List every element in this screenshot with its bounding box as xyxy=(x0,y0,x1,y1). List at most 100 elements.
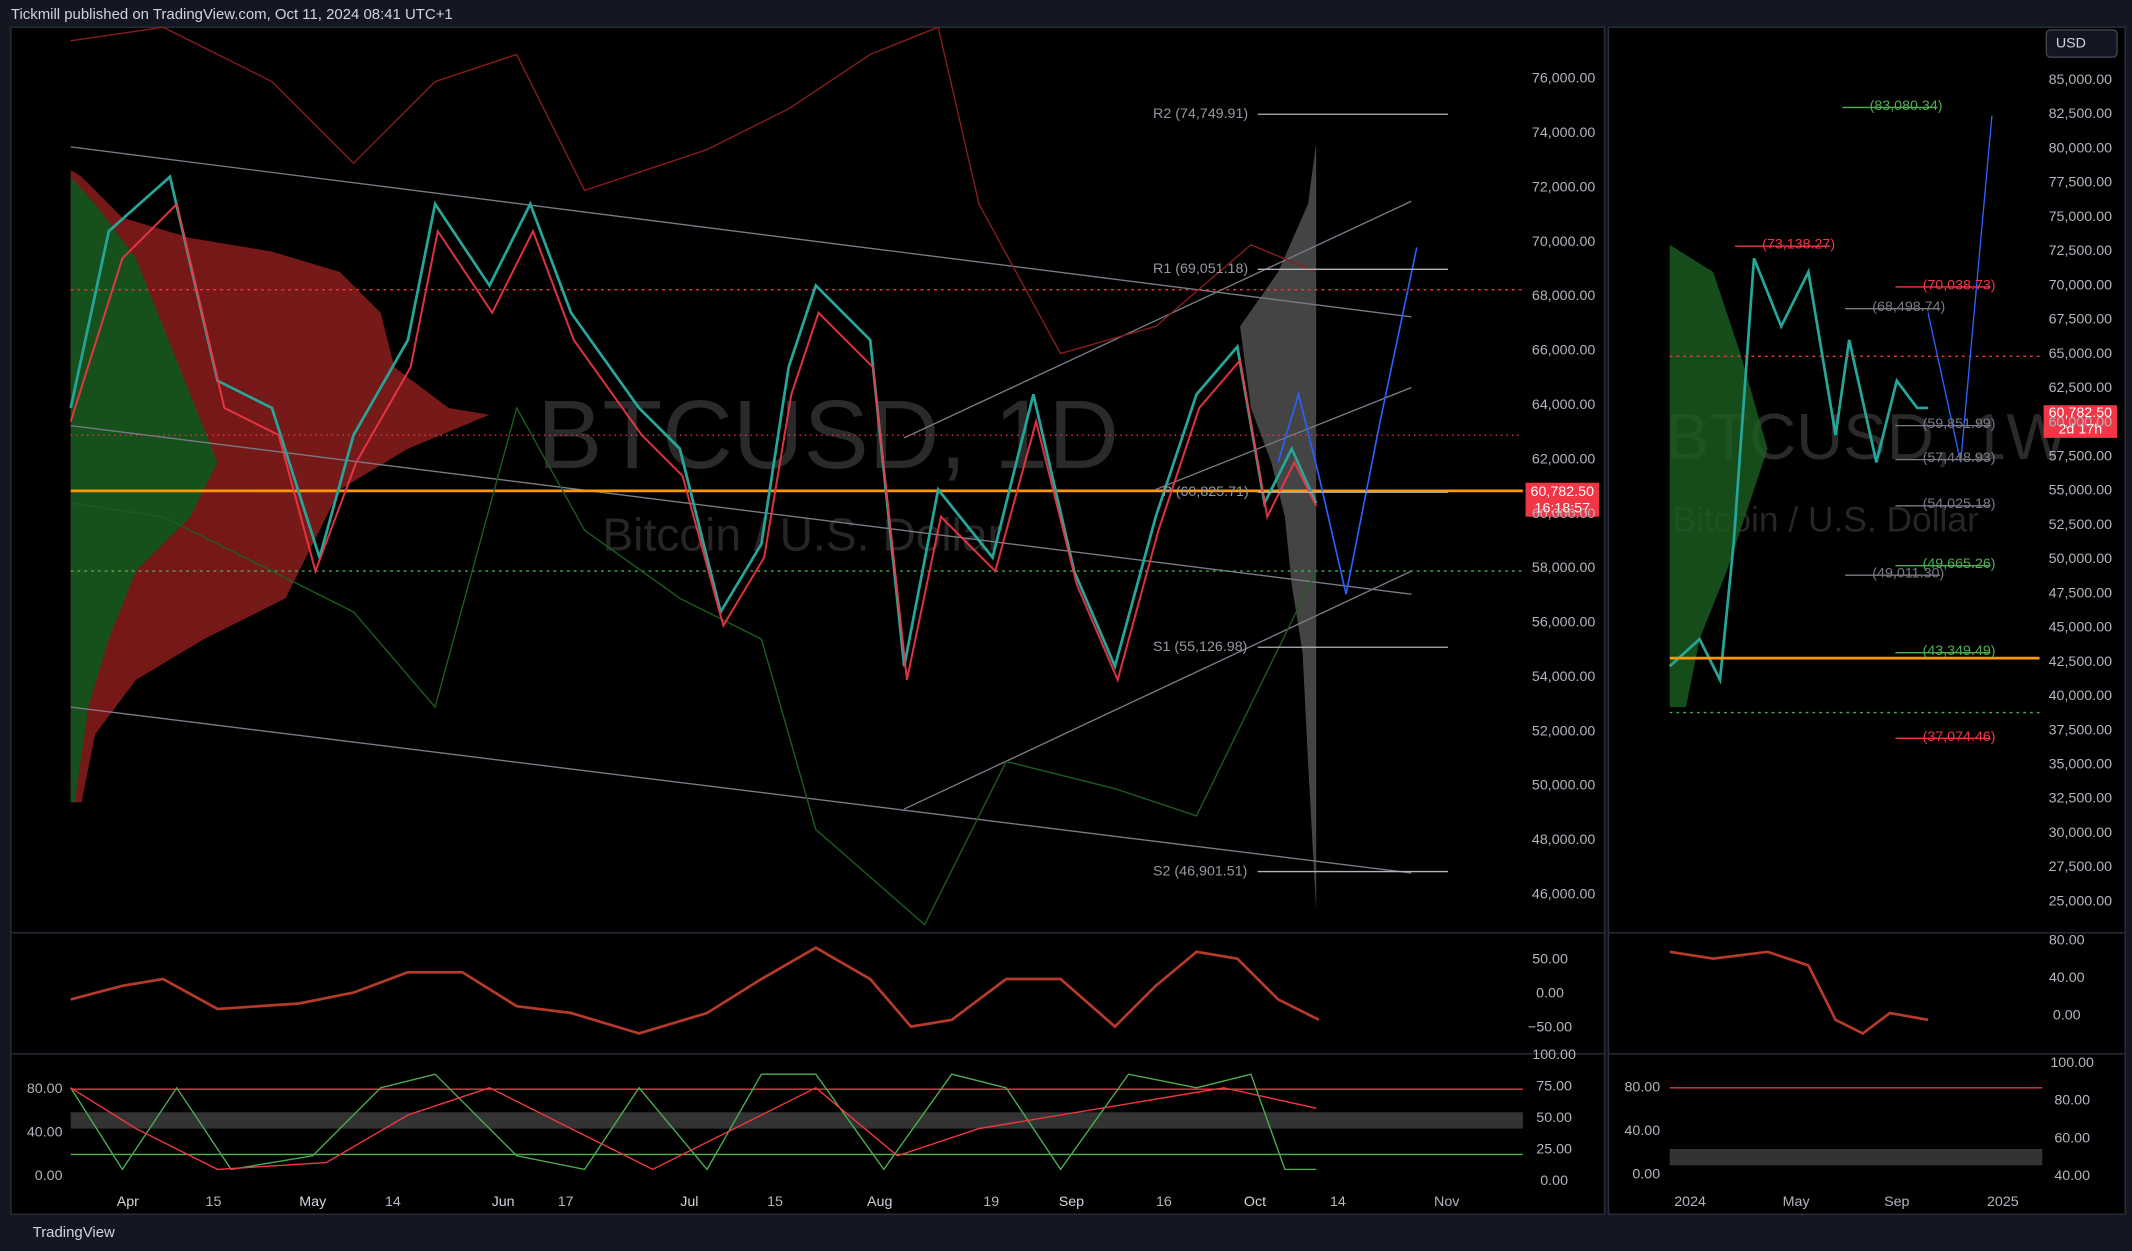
osc-axis-label: −50.00 xyxy=(1528,1020,1572,1036)
time-axis-label: Apr xyxy=(117,1194,139,1210)
side-price-axis-label: 30,000.00 xyxy=(2049,825,2113,841)
side-time-axis-label: 2025 xyxy=(1987,1194,2019,1210)
price-axis-label: 68,000.00 xyxy=(1532,288,1596,304)
price-axis-label: 62,000.00 xyxy=(1532,451,1596,467)
side-osc-axis-label: 100.00 xyxy=(2050,1055,2094,1071)
pivot-label: R1 (69,051.18) xyxy=(1153,261,1248,277)
footer-brand: TradingView xyxy=(33,1224,115,1241)
osc-axis-label: 80.00 xyxy=(27,1081,63,1097)
annotation-label: (83,080.34) xyxy=(1870,98,1943,114)
side-osc-axis-label: 80.00 xyxy=(1624,1080,1660,1096)
price-axis-label: 54,000.00 xyxy=(1532,669,1596,685)
side-price-axis-label: 52,500.00 xyxy=(2049,517,2113,533)
osc-axis-label: 0.00 xyxy=(1540,1173,1568,1189)
pivot-label: S1 (55,126.98) xyxy=(1153,639,1247,655)
annotation-label: (73,138.27) xyxy=(1762,237,1835,253)
time-axis-label: Jul xyxy=(680,1194,698,1210)
side-price-axis-label: 55,000.00 xyxy=(2049,483,2113,499)
annotation-label: (70,038.73) xyxy=(1923,277,1996,293)
side-price-axis-label: 62,500.00 xyxy=(2049,380,2113,396)
side-osc-axis-label: 40.00 xyxy=(1624,1123,1660,1139)
side-osc-axis-label: 80.00 xyxy=(2054,1093,2090,1109)
annotation-label: (57,448.93) xyxy=(1923,450,1996,466)
price-axis-label: 66,000.00 xyxy=(1532,343,1596,359)
side-osc-axis-label: 40.00 xyxy=(2054,1168,2090,1184)
pivot-label: S2 (46,901.51) xyxy=(1153,863,1247,879)
time-axis-label: 14 xyxy=(385,1194,401,1210)
annotation-label: (59,851.99) xyxy=(1923,416,1996,432)
time-axis-label: May xyxy=(299,1194,327,1210)
time-axis-label: Nov xyxy=(1434,1194,1460,1210)
side-price-axis-label: 32,500.00 xyxy=(2049,791,2113,807)
band-lower xyxy=(70,406,1317,926)
trend-lines xyxy=(70,146,1412,874)
time-axis-label: 16 xyxy=(1156,1194,1172,1210)
side-osc-axis-label: 60.00 xyxy=(2054,1130,2090,1146)
time-axis-label: Sep xyxy=(1059,1194,1084,1210)
price-axis-label: 74,000.00 xyxy=(1532,125,1596,141)
stoch-lines xyxy=(70,1073,1523,1171)
osc-axis-label: 75.00 xyxy=(1536,1078,1572,1094)
side-price-axis-label: 25,000.00 xyxy=(2049,893,2113,909)
side-price-axis-label: 47,500.00 xyxy=(2049,585,2113,601)
osc-axis-label: 100.00 xyxy=(1532,1047,1576,1063)
time-axis-label: 17 xyxy=(558,1194,574,1210)
currency[interactable]: USD xyxy=(2056,35,2086,51)
side-price-axis-label: 72,500.00 xyxy=(2049,243,2113,259)
side-price-axis-label: 40,000.00 xyxy=(2049,688,2113,704)
side-price-axis-label: 57,500.00 xyxy=(2049,448,2113,464)
annotation-label: (43,349.49) xyxy=(1923,643,1996,659)
osc-axis-label: 25.00 xyxy=(1536,1142,1572,1158)
osc-axis-label: 0.00 xyxy=(1536,986,1564,1002)
annotation-label: (49,011.30) xyxy=(1872,566,1944,582)
side-osc-axis-label: 0.00 xyxy=(1632,1167,1660,1183)
side-time-axis-label: May xyxy=(1783,1194,1811,1210)
time-axis-label: Aug xyxy=(867,1194,892,1210)
side-price-axis-label: 60,000.00 xyxy=(2049,414,2113,430)
side-oscillator xyxy=(1669,950,1929,1036)
annotation-label: (68,498.74) xyxy=(1872,299,1945,315)
time-axis-label: 15 xyxy=(206,1194,222,1210)
price-axis-label: 52,000.00 xyxy=(1532,723,1596,739)
side-stoch-band xyxy=(1669,1148,2043,1166)
price-axis-label: 76,000.00 xyxy=(1532,71,1596,87)
osc-axis-label: 40.00 xyxy=(27,1124,63,1140)
price-tag-value: 60,782.50 xyxy=(1531,484,1595,500)
side-price-axis-label: 67,500.00 xyxy=(2049,312,2113,328)
main-pane xyxy=(10,26,1606,1215)
volume-profile-right xyxy=(1240,142,1317,912)
side-price-tag xyxy=(2043,405,2118,438)
side-price-axis-label: 82,500.00 xyxy=(2049,106,2113,122)
side-osc-axis-label: 40.00 xyxy=(2049,970,2085,986)
price-axis-label: 56,000.00 xyxy=(1532,615,1596,631)
currency-button[interactable] xyxy=(2045,29,2118,58)
pivot-label: R2 (74,749.91) xyxy=(1153,106,1248,122)
side-price-axis-label: 42,500.00 xyxy=(2049,654,2113,670)
side-projection xyxy=(1927,115,1993,463)
side-price-axis-label: 50,000.00 xyxy=(2049,551,2113,567)
pivot-label: P (60,825.71) xyxy=(1163,484,1249,500)
time-axis-label: 14 xyxy=(1330,1194,1346,1210)
osc-axis-label: 50.00 xyxy=(1536,1110,1572,1126)
side-osc-axis-label: 80.00 xyxy=(2049,933,2085,949)
side-price-axis-label: 80,000.00 xyxy=(2049,140,2113,156)
time-axis-label: 19 xyxy=(983,1194,999,1210)
side-time-axis-label: 2024 xyxy=(1674,1194,1706,1210)
side-price-axis-label: 27,500.00 xyxy=(2049,859,2113,875)
osc-axis-label: 0.00 xyxy=(35,1168,63,1184)
time-axis-label: 15 xyxy=(767,1194,783,1210)
price-tag-countdown: 16:18:57 xyxy=(1535,500,1591,516)
annotation-label: (37,074.46) xyxy=(1923,729,1996,745)
time-axis-label: Jun xyxy=(492,1194,515,1210)
price-axis-label: 60,000.00 xyxy=(1532,506,1596,522)
side-price-axis-label: 77,500.00 xyxy=(2049,175,2113,191)
price-path xyxy=(69,201,1318,683)
side-price-axis-label: 85,000.00 xyxy=(2049,72,2113,88)
side-price-tag-countdown: 2d 17h xyxy=(2059,421,2103,437)
pivot-lines xyxy=(1257,113,1449,873)
price-axis-label: 48,000.00 xyxy=(1532,832,1596,848)
price-tag xyxy=(1525,482,1599,517)
side-price-axis-label: 45,000.00 xyxy=(2049,620,2113,636)
side-price-path xyxy=(1668,257,1929,685)
